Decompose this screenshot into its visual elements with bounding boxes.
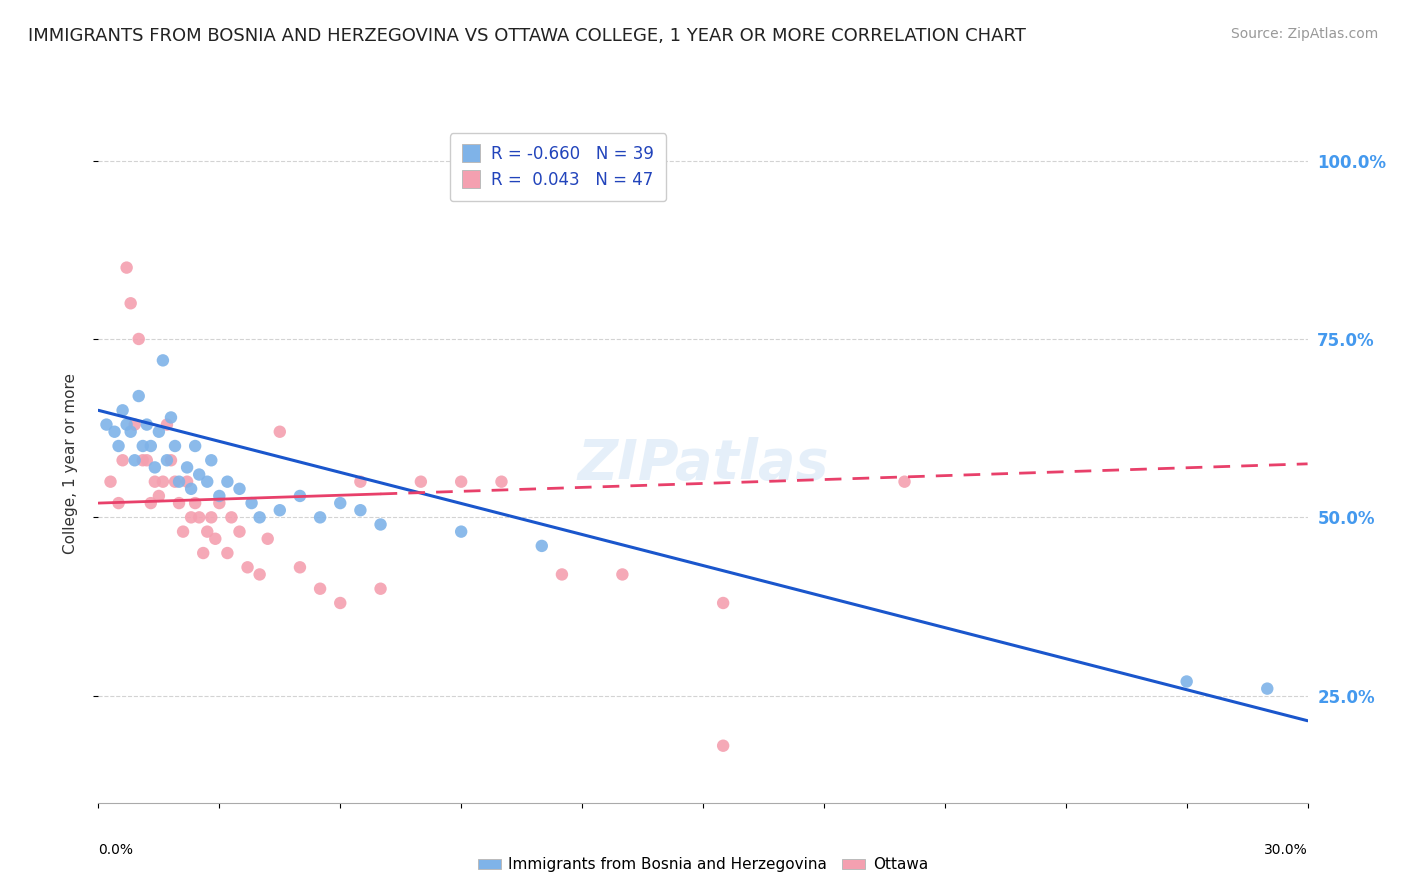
Point	[288, 560, 311, 574]
Point	[329, 596, 352, 610]
Point	[208, 496, 231, 510]
Point	[184, 439, 207, 453]
Point	[107, 439, 129, 453]
Point	[188, 467, 211, 482]
Point	[132, 439, 155, 453]
Point	[221, 510, 243, 524]
Point	[139, 439, 162, 453]
Point	[167, 496, 190, 510]
Point	[156, 417, 179, 432]
Text: 30.0%: 30.0%	[1264, 844, 1308, 857]
Point	[893, 475, 915, 489]
Point	[176, 460, 198, 475]
Point	[188, 510, 211, 524]
Point	[143, 475, 166, 489]
Point	[120, 296, 142, 310]
Point	[96, 417, 118, 432]
Point	[288, 489, 311, 503]
Point	[1175, 674, 1198, 689]
Point	[132, 453, 155, 467]
Y-axis label: College, 1 year or more: College, 1 year or more	[63, 374, 77, 554]
Point	[349, 475, 371, 489]
Point	[148, 489, 170, 503]
Point	[228, 482, 250, 496]
Point	[143, 460, 166, 475]
Point	[249, 510, 271, 524]
Point	[240, 496, 263, 510]
Point	[180, 510, 202, 524]
Point	[450, 524, 472, 539]
Point	[349, 503, 371, 517]
Point	[128, 389, 150, 403]
Point	[139, 496, 162, 510]
Point	[1256, 681, 1278, 696]
Point	[148, 425, 170, 439]
Point	[200, 510, 222, 524]
Point	[180, 482, 202, 496]
Point	[135, 417, 157, 432]
Point	[551, 567, 574, 582]
Legend: Immigrants from Bosnia and Herzegovina, Ottawa: Immigrants from Bosnia and Herzegovina, …	[470, 849, 936, 880]
Point	[184, 496, 207, 510]
Point	[370, 582, 392, 596]
Point	[409, 475, 432, 489]
Point	[172, 524, 194, 539]
Point	[269, 503, 291, 517]
Point	[176, 475, 198, 489]
Point	[249, 567, 271, 582]
Point	[269, 425, 291, 439]
Point	[236, 560, 259, 574]
Point	[160, 410, 183, 425]
Text: ZIPatlas: ZIPatlas	[578, 437, 828, 491]
Point	[193, 546, 215, 560]
Point	[309, 582, 332, 596]
Point	[152, 353, 174, 368]
Point	[195, 524, 218, 539]
Point	[208, 489, 231, 503]
Point	[450, 475, 472, 489]
Legend: R = -0.660   N = 39, R =  0.043   N = 47: R = -0.660 N = 39, R = 0.043 N = 47	[450, 133, 666, 201]
Point	[163, 475, 186, 489]
Point	[711, 739, 734, 753]
Point	[195, 475, 218, 489]
Point	[111, 403, 134, 417]
Text: Source: ZipAtlas.com: Source: ZipAtlas.com	[1230, 27, 1378, 41]
Point	[115, 417, 138, 432]
Point	[107, 496, 129, 510]
Point	[370, 517, 392, 532]
Point	[163, 439, 186, 453]
Point	[217, 546, 239, 560]
Point	[128, 332, 150, 346]
Point	[612, 567, 634, 582]
Point	[103, 425, 125, 439]
Point	[160, 453, 183, 467]
Point	[115, 260, 138, 275]
Point	[156, 453, 179, 467]
Point	[711, 596, 734, 610]
Point	[100, 475, 122, 489]
Text: IMMIGRANTS FROM BOSNIA AND HERZEGOVINA VS OTTAWA COLLEGE, 1 YEAR OR MORE CORRELA: IMMIGRANTS FROM BOSNIA AND HERZEGOVINA V…	[28, 27, 1026, 45]
Point	[111, 453, 134, 467]
Point	[200, 453, 222, 467]
Point	[309, 510, 332, 524]
Point	[120, 425, 142, 439]
Point	[124, 417, 146, 432]
Point	[256, 532, 278, 546]
Point	[217, 475, 239, 489]
Text: 0.0%: 0.0%	[98, 844, 134, 857]
Point	[135, 453, 157, 467]
Point	[491, 475, 513, 489]
Point	[204, 532, 226, 546]
Point	[167, 475, 190, 489]
Point	[152, 475, 174, 489]
Point	[329, 496, 352, 510]
Point	[124, 453, 146, 467]
Point	[530, 539, 553, 553]
Point	[228, 524, 250, 539]
